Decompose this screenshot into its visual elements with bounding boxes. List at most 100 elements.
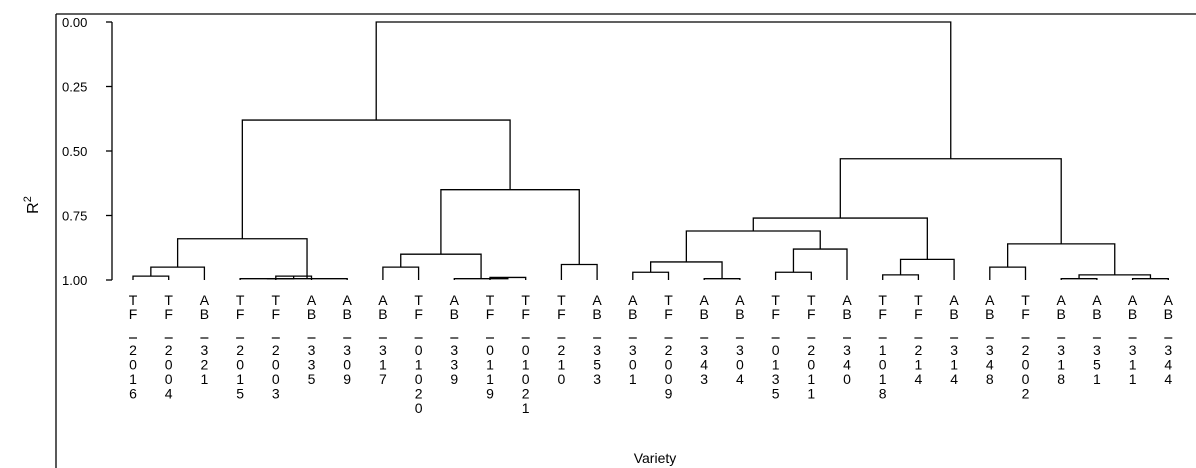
leaf-code-char: 3 (343, 342, 351, 358)
leaf-code-char: 2 (201, 357, 209, 373)
leaf-prefix-char: T (914, 292, 923, 308)
leaf-code-char: 0 (415, 342, 423, 358)
leaf-prefix-char: T (414, 292, 423, 308)
leaf-code-char: 0 (522, 342, 530, 358)
leaf-code-char: 0 (736, 357, 744, 373)
leaf-code-char: 0 (558, 371, 566, 387)
leaf-prefix-char: B (378, 306, 387, 322)
leaf-code-char: 8 (879, 386, 887, 402)
leaf-prefix-char: A (628, 292, 638, 308)
leaf-code-char: 4 (700, 357, 708, 373)
leaf-code-char: 0 (843, 371, 851, 387)
leaf-prefix-char: B (1092, 306, 1101, 322)
leaf-code-char: 5 (772, 386, 780, 402)
leaf-code-char: 3 (201, 342, 209, 358)
leaf-code-char: 0 (629, 357, 637, 373)
leaf-prefix-char: T (164, 292, 173, 308)
leaf-code-char: 0 (879, 357, 887, 373)
leaf-prefix-char: F (771, 306, 780, 322)
leaf-label: AB 340 (842, 292, 852, 387)
y-tick-label: 0.50 (62, 144, 87, 159)
leaf-code-char: 1 (415, 357, 423, 373)
leaf-code-char: 3 (1164, 342, 1172, 358)
leaf-code-char: 2 (1022, 386, 1030, 402)
leaf-code-char: 3 (1057, 342, 1065, 358)
leaf-code-char: 1 (522, 400, 530, 416)
leaf-code-char: 0 (486, 342, 494, 358)
leaf-code-char: 1 (129, 371, 137, 387)
leaf-prefix-char: F (414, 306, 423, 322)
leaf-label: AB 314 (949, 292, 959, 387)
leaf-prefix-char: A (592, 292, 602, 308)
leaf-code-char: 2 (1022, 342, 1030, 358)
leaf-code-char: 9 (343, 371, 351, 387)
leaf-code-char: 2 (272, 342, 280, 358)
dendrogram-link (989, 266, 1027, 280)
leaf-code-char: 3 (593, 371, 601, 387)
leaf-label: AB 351 (1092, 292, 1102, 387)
dendrogram-link (382, 266, 420, 280)
leaf-code-char: 1 (486, 357, 494, 373)
leaf-code-char: 0 (272, 371, 280, 387)
leaf-code-char: 9 (665, 386, 673, 402)
dendrogram-link (440, 189, 580, 265)
leaf-code-char: 0 (165, 357, 173, 373)
leaf-code-char: 2 (558, 342, 566, 358)
leaf-code-char: 3 (950, 342, 958, 358)
leaf-code-char: 2 (415, 386, 423, 402)
leaf-prefix-char: B (628, 306, 637, 322)
leaf-code-char: 3 (308, 357, 316, 373)
leaf-prefix-char: A (378, 292, 388, 308)
leaf-prefix-char: A (1164, 292, 1174, 308)
leaf-code-char: 2 (522, 386, 530, 402)
dendrogram-links (132, 21, 1169, 280)
dendrogram-link (899, 258, 955, 280)
leaf-code-char: 1 (379, 357, 387, 373)
leaf-code-char: 1 (522, 357, 530, 373)
leaf-code-char: 4 (843, 357, 851, 373)
leaf-label: AB 348 (985, 292, 995, 387)
leaf-prefix-char: F (486, 306, 495, 322)
leaf-code-char: 0 (415, 371, 423, 387)
leaf-prefix-char: T (557, 292, 566, 308)
leaf-code-char: 8 (986, 371, 994, 387)
leaf-code-char: 3 (379, 342, 387, 358)
dendrogram-link (1131, 278, 1169, 280)
leaf-prefix-char: A (842, 292, 852, 308)
leaf-prefix-char: A (949, 292, 959, 308)
leaf-prefix-char: T (664, 292, 673, 308)
leaf-label: AB 343 (700, 292, 710, 387)
y-tick-label: 0.00 (62, 15, 87, 30)
leaf-code-char: 3 (736, 342, 744, 358)
leaf-prefix-char: A (735, 292, 745, 308)
leaf-code-char: 0 (165, 371, 173, 387)
leaf-code-char: 1 (772, 357, 780, 373)
leaf-prefix-char: T (1021, 292, 1030, 308)
leaf-prefix-char: F (1021, 306, 1030, 322)
leaf-prefix-char: F (914, 306, 923, 322)
leaf-prefix-char: T (878, 292, 887, 308)
leaf-code-char: 4 (950, 371, 958, 387)
dendrogram-link (632, 271, 670, 280)
leaf-prefix-char: B (343, 306, 352, 322)
leaf-code-char: 8 (1057, 371, 1065, 387)
leaf-code-char: 3 (450, 357, 458, 373)
dendrogram-link (560, 263, 598, 280)
leaf-code-char: 0 (807, 357, 815, 373)
leaf-code-char: 0 (236, 357, 244, 373)
leaf-prefix-char: T (272, 292, 281, 308)
leaf-code-char: 3 (700, 371, 708, 387)
leaf-code-char: 3 (772, 371, 780, 387)
leaf-code-char: 2 (915, 342, 923, 358)
leaf-label: AB 353 (592, 292, 602, 387)
